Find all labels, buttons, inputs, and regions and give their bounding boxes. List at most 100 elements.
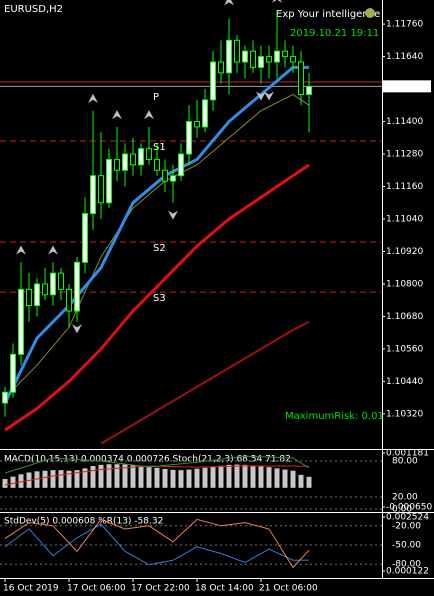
candle-body: [74, 261, 80, 312]
y-tick-label: 1.11400: [386, 117, 423, 127]
candle-body: [266, 56, 272, 63]
y-tick-label: 1.11280: [386, 150, 423, 160]
histogram-bar: [186, 469, 192, 488]
histogram-bar: [138, 466, 144, 488]
histogram-bar: [74, 470, 80, 488]
histogram-bar: [234, 464, 240, 488]
y2-tick-label: -50.00: [392, 541, 421, 551]
histogram-bar: [274, 468, 280, 488]
histogram-bar: [66, 470, 72, 488]
histogram-bar: [106, 464, 112, 488]
histogram-bar: [218, 465, 224, 488]
histogram-bar: [306, 476, 312, 488]
fractal-arrow: [224, 0, 234, 6]
histogram-bar: [34, 471, 40, 488]
histogram-bar: [130, 465, 136, 488]
candle-body: [178, 153, 184, 177]
y2-tick-label: -20.00: [392, 521, 421, 531]
candle-body: [2, 391, 8, 404]
histogram-bar: [42, 470, 48, 488]
y2-tick-label: 20.00: [392, 493, 418, 503]
y-tick-label: 1.10920: [386, 247, 423, 257]
candle-body: [154, 158, 160, 171]
candle-body: [162, 169, 168, 182]
fractal-arrow: [88, 93, 98, 103]
symbol-title: EURUSD,H2: [4, 4, 63, 15]
candle-body: [58, 272, 64, 290]
candle-body: [98, 175, 104, 204]
candle-body: [106, 158, 112, 204]
timestamp: 2019.10.21 19:11: [290, 28, 379, 39]
candle-body: [50, 272, 56, 296]
candle-body: [210, 61, 216, 101]
candle-body: [34, 283, 40, 307]
y-tick-label: 0.000122: [386, 567, 429, 577]
candle-body: [234, 39, 240, 63]
indicator-line: [100, 320, 310, 445]
candle-body: [290, 56, 296, 63]
x-tick-label: 16 Oct 2019: [3, 584, 59, 594]
fractal-arrow: [72, 324, 82, 334]
candle-body: [306, 85, 312, 95]
fractal-arrow: [16, 245, 26, 255]
risk-label: MaximumRisk: 0.01: [285, 411, 384, 422]
pivot-label: S1: [153, 142, 166, 153]
histogram-bar: [194, 468, 200, 488]
candle-body: [218, 61, 224, 74]
fractal-arrow: [256, 91, 266, 101]
candle-body: [258, 56, 264, 68]
pivot-label: P: [153, 92, 159, 103]
y-tick-label: 1.11640: [386, 52, 423, 62]
stddev-title: StdDev(5) 0.000608 %R(13) -58.32: [4, 517, 163, 527]
fractal-arrow: [168, 210, 178, 220]
histogram-bar: [210, 466, 216, 488]
histogram-bar: [202, 467, 208, 488]
indicator-line: [4, 523, 310, 566]
candle-body: [274, 50, 280, 63]
pivot-label: S3: [153, 293, 166, 304]
histogram-bar: [226, 464, 232, 488]
fractal-arrow: [264, 91, 274, 101]
y-tick-label: 1.11760: [386, 20, 423, 30]
candle-body: [242, 50, 248, 63]
histogram-bar: [242, 464, 248, 488]
indicator-line: [4, 465, 310, 486]
y-tick-label: -0.000650: [386, 503, 432, 513]
candle-body: [10, 353, 16, 393]
expert-icon: [365, 8, 375, 18]
histogram-bar: [50, 470, 56, 488]
x-tick-label: 17 Oct 22:00: [131, 584, 190, 594]
y-tick-label: 1.10680: [386, 312, 423, 322]
candle-body: [194, 121, 200, 128]
y-tick-label: 0.001181: [386, 449, 429, 459]
candle-body: [250, 50, 256, 68]
fractal-arrow: [48, 245, 58, 255]
histogram-bar: [114, 464, 120, 488]
candle-body: [282, 50, 288, 58]
candle-body: [90, 175, 96, 215]
y-tick-label: 1.11160: [386, 182, 423, 192]
x-tick-label: 21 Oct 06:00: [259, 584, 318, 594]
fractal-arrow: [144, 110, 154, 120]
y-tick-label: 1.11040: [386, 214, 423, 224]
indicator-line: [4, 455, 310, 474]
x-tick-label: 17 Oct 06:00: [67, 584, 126, 594]
histogram-bar: [250, 465, 256, 488]
y-tick-label: 1.10800: [386, 279, 423, 289]
macd-title: MACD(10,15,13) 0.000374 0.000726 Stoch(2…: [4, 455, 291, 465]
expert-name: Exp Your intelligence: [276, 9, 380, 20]
current-price-box: [383, 80, 431, 93]
candle-body: [170, 175, 176, 182]
histogram-bar: [290, 470, 296, 488]
x-tick-label: 18 Oct 14:00: [195, 584, 254, 594]
candle-body: [298, 61, 304, 95]
histogram-bar: [98, 464, 104, 488]
histogram-bar: [162, 468, 168, 488]
y2-tick-label: 0.00: [392, 505, 412, 515]
candle-body: [66, 288, 72, 312]
histogram-bar: [58, 470, 64, 488]
histogram-bar: [146, 466, 152, 488]
y2-tick-label: 80.00: [392, 457, 418, 467]
